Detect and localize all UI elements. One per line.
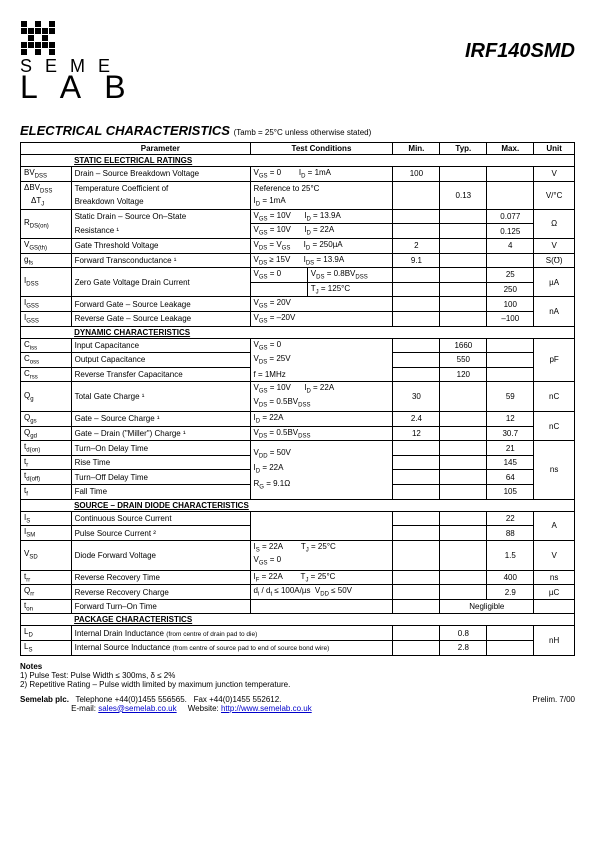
table-row: Qgs Gate – Source Charge ¹ ID = 22A 2.4 … [21,412,575,427]
table-row: ton Forward Turn–On Time Negligible [21,599,575,614]
footer-web-link[interactable]: http://www.semelab.co.uk [221,704,312,713]
page-footer: Semelab plc. Telephone +44(0)1455 556565… [20,695,575,713]
header-parameter: Parameter [71,143,250,155]
table-row: Ciss Input Capacitance VGS = 0 1660 pF [21,338,575,353]
table-row: VGS(th) Gate Threshold Voltage VDS = VGS… [21,238,575,253]
logo-text-2: L A B [20,71,134,103]
company-logo: S E M E L A B [20,20,134,103]
header-max: Max. [487,143,534,155]
section-title: ELECTRICAL CHARACTERISTICS (Tamb = 25°C … [20,123,575,138]
page-header: S E M E L A B IRF140SMD [20,20,575,103]
header-unit: Unit [534,143,575,155]
logo-icon [20,20,55,55]
note-2: 2) Repetitive Rating – Pulse width limit… [20,680,290,689]
section-diode: SOURCE – DRAIN DIODE CHARACTERISTICS [71,499,574,511]
table-row: VSD Diode Forward Voltage IS = 22A TJ = … [21,540,575,570]
table-row: trr Reverse Recovery Time IF = 22A TJ = … [21,570,575,585]
header-min: Min. [393,143,440,155]
title-subtitle: (Tamb = 25°C unless otherwise stated) [234,128,372,137]
part-number: IRF140SMD [465,40,575,63]
table-row: Coss Output Capacitance VDS = 25V 550 [21,353,575,368]
footer-fax: Fax +44(0)1455 552612. [194,695,282,704]
table-row: IDSS Zero Gate Voltage Drain Current VGS… [21,268,575,283]
table-row: LS Internal Source Inductance (from cent… [21,641,575,656]
title-text: ELECTRICAL CHARACTERISTICS [20,123,230,138]
table-row: Qrr Reverse Recovery Charge di / dt ≤ 10… [21,585,575,600]
table-row: IGSS Reverse Gate – Source Leakage VGS =… [21,311,575,326]
note-1: 1) Pulse Test: Pulse Width ≤ 300ms, δ ≤ … [20,671,175,680]
footer-email-label: E-mail: [71,704,96,713]
header-conditions: Test Conditions [250,143,393,155]
footer-email-link[interactable]: sales@semelab.co.uk [98,704,176,713]
footer-revision: Prelim. 7/00 [532,695,575,713]
table-row: ΔBVDSS Temperature Coefficient of Refere… [21,181,575,195]
table-row: IS Continuous Source Current 22 A [21,511,575,526]
table-row: Qg Total Gate Charge ¹ VGS = 10V ID = 22… [21,382,575,412]
section-static: STATIC ELECTRICAL RATINGS [71,155,574,167]
table-row: IGSS Forward Gate – Source Leakage VGS =… [21,297,575,312]
table-row: Qgd Gate – Drain ("Miller") Charge ¹ VDS… [21,426,575,441]
footer-tel: Telephone +44(0)1455 556565. [75,695,186,704]
table-row: td(on) Turn–On Delay Time VDD = 50V ID =… [21,441,575,456]
table-row: gfs Forward Transconductance ¹ VDS ≥ 15V… [21,253,575,268]
table-row: Crss Reverse Transfer Capacitance f = 1M… [21,367,575,382]
section-dynamic: DYNAMIC CHARACTERISTICS [71,326,574,338]
table-row: BVDSS Drain – Source Breakdown Voltage V… [21,167,575,182]
table-row: Resistance ¹ VGS = 10V ID = 22A 0.125 [21,224,575,239]
table-row: LD Internal Drain Inductance (from centr… [21,626,575,641]
table-header-row: Parameter Test Conditions Min. Typ. Max.… [21,143,575,155]
notes-section: Notes 1) Pulse Test: Pulse Width ≤ 300ms… [20,662,575,689]
characteristics-table: Parameter Test Conditions Min. Typ. Max.… [20,142,575,656]
table-row: RDS(on) Static Drain – Source On–State V… [21,209,575,224]
header-typ: Typ. [440,143,487,155]
notes-title: Notes [20,662,42,671]
section-package: PACKAGE CHARACTERISTICS [71,614,574,626]
footer-web-label: Website: [188,704,219,713]
footer-company: Semelab plc. [20,695,69,704]
